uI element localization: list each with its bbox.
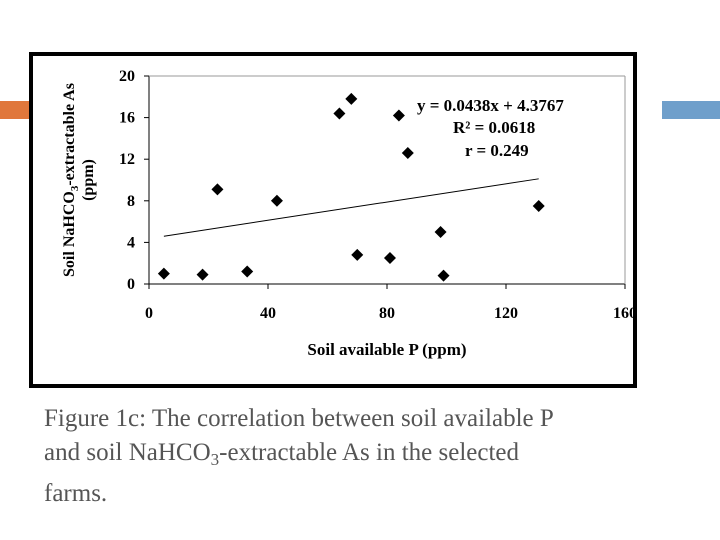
trendline [163, 178, 539, 237]
y-axis-label-group: Soil NaHCO3-extractable As [61, 83, 81, 277]
figure-caption: Figure 1c: The correlation between soil … [44, 402, 684, 511]
slide-accent-bar-left [0, 101, 32, 119]
x-tick-label: 40 [260, 305, 276, 322]
caption-subscript: 3 [210, 450, 220, 469]
data-point-diamond [270, 194, 283, 207]
y-axis-label: Soil NaHCO3-extractable As [61, 83, 81, 277]
y-tick-label: 16 [119, 110, 135, 127]
x-tick-label: 80 [379, 305, 395, 322]
x-axis-label: Soil available P (ppm) [307, 340, 466, 359]
data-point-diamond [401, 146, 414, 159]
scatter-chart: 0 4 8 12 16 20 0 40 80 120 160 y = 0.0438x + 4.37… [61, 68, 633, 359]
data-point-diamond [392, 109, 405, 122]
x-axis-ticks: 0 40 80 120 160 [145, 284, 633, 322]
y-tick-label: 8 [127, 193, 135, 210]
x-tick-label: 160 [613, 305, 633, 322]
data-point-diamond [333, 107, 346, 120]
y-axis-label-sub: 3 [69, 185, 81, 191]
y-tick-label: 12 [119, 151, 135, 168]
caption-line-2-prefix: and soil NaHCO [44, 439, 211, 466]
r-squared-label: R² = 0.0618 [453, 118, 535, 137]
data-point-diamond [196, 268, 209, 281]
data-point-diamond [345, 92, 358, 105]
trendline-equation: y = 0.0438x + 4.3767 [417, 96, 564, 115]
data-point-diamond [434, 226, 447, 238]
caption-line-2: and soil NaHCO3-extractable As in the se… [44, 436, 684, 477]
chart-frame: 0 4 8 12 16 20 0 40 80 120 160 y = 0.0438x + 4.37… [29, 52, 637, 388]
y-axis-label-suffix: -extractable As [61, 83, 78, 186]
x-tick-label: 0 [145, 305, 153, 322]
y-axis-label-prefix: Soil NaHCO [61, 191, 78, 277]
y-tick-label: 0 [127, 276, 135, 293]
y-axis-label-line2-group: (ppm) [80, 159, 97, 201]
r-label: r = 0.249 [465, 141, 529, 160]
data-points [157, 92, 545, 282]
data-point-diamond [241, 265, 254, 278]
y-axis-label-line2: (ppm) [80, 159, 97, 201]
data-point-diamond [351, 248, 364, 261]
y-axis-ticks: 0 4 8 12 16 20 [119, 68, 149, 293]
caption-line-1: Figure 1c: The correlation between soil … [44, 405, 554, 432]
data-point-diamond [532, 200, 545, 212]
x-tick-label: 120 [494, 305, 518, 322]
caption-line-2-suffix: -extractable As in the selected [219, 439, 520, 466]
data-point-diamond [157, 267, 170, 280]
y-tick-label: 20 [119, 68, 135, 85]
data-point-diamond [383, 252, 396, 264]
slide-accent-bar-right [662, 101, 720, 119]
y-tick-label: 4 [127, 234, 135, 251]
data-point-diamond [437, 269, 450, 282]
caption-line-3: farms. [44, 480, 108, 507]
data-point-diamond [211, 183, 224, 196]
